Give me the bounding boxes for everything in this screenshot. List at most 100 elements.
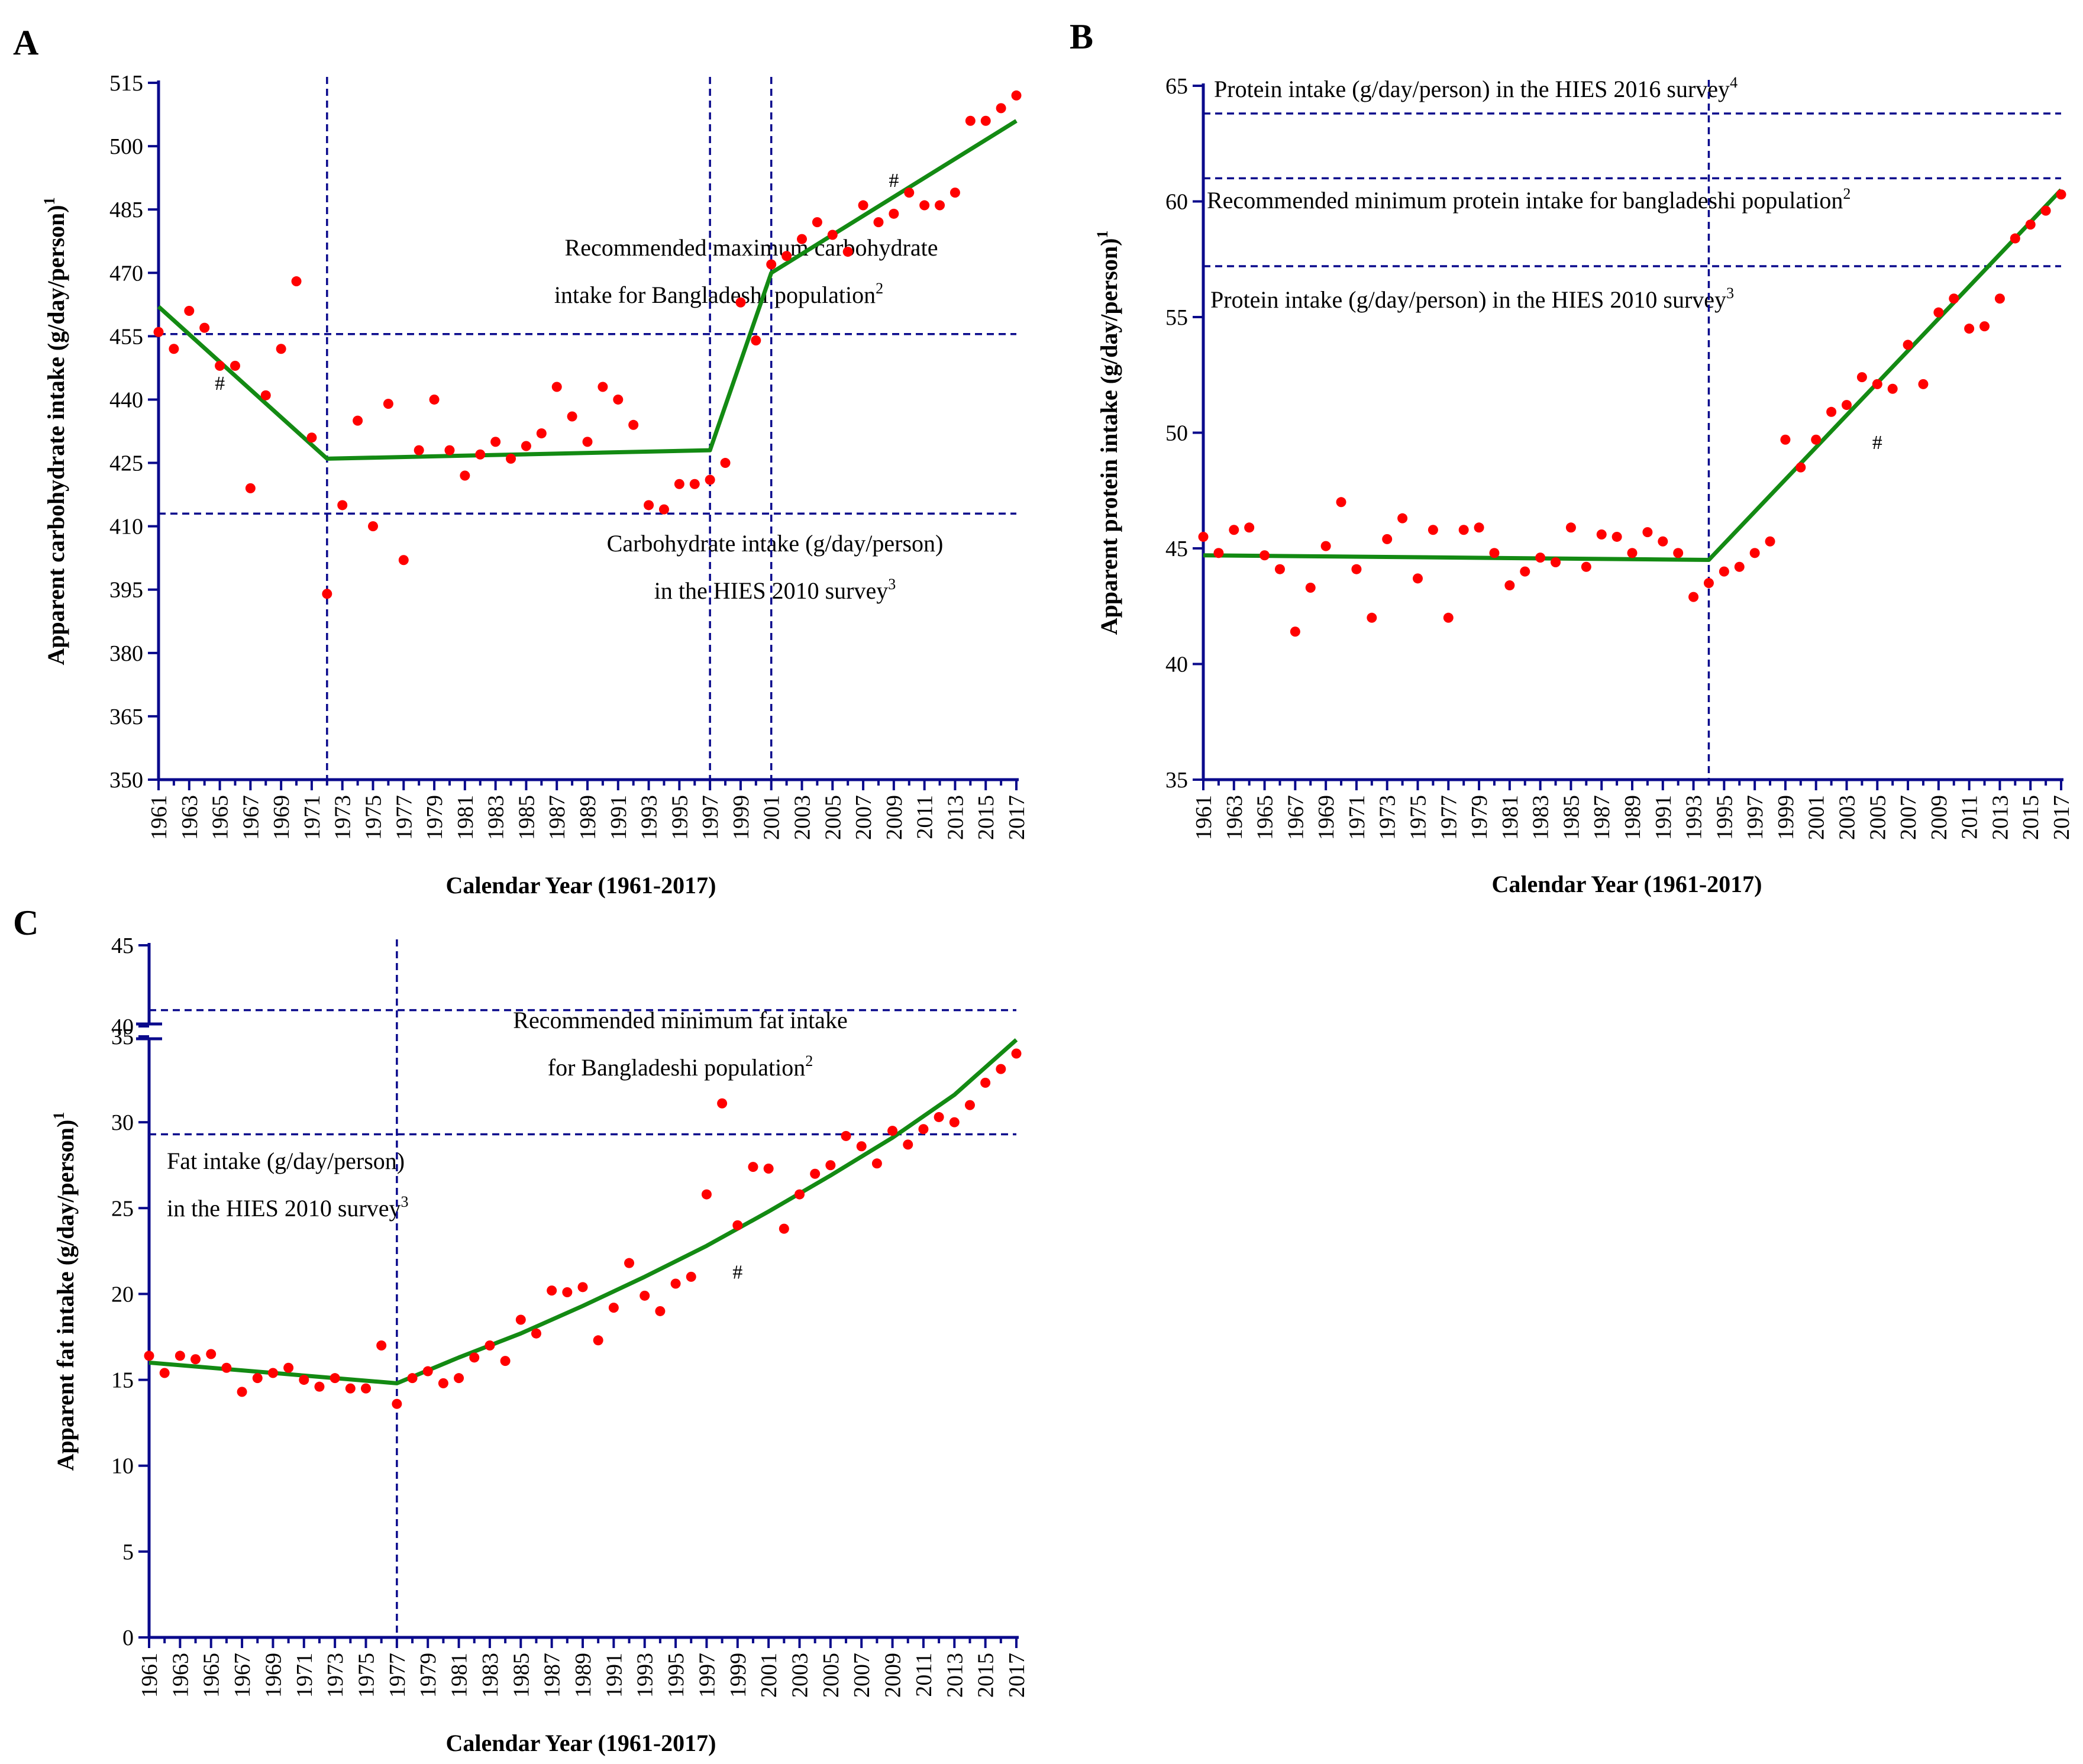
annotation-max-carb-line2: intake for Bangladeshi population2	[554, 280, 883, 308]
x-tick-label: 1995	[664, 1653, 689, 1698]
annotation-hies-fat-line1: Fat intake (g/day/person)	[167, 1148, 405, 1174]
data-point	[260, 390, 271, 400]
data-point	[1474, 522, 1484, 533]
y-tick-label: 365	[109, 705, 143, 729]
hash-marker: #	[1872, 432, 1882, 454]
x-tick-label: 1961	[137, 1653, 162, 1698]
data-point	[322, 589, 332, 599]
panel-label-c: C	[13, 903, 38, 942]
data-point	[640, 1290, 650, 1301]
y-tick-label: 35	[1165, 768, 1188, 793]
hash-marker: #	[215, 373, 225, 395]
x-tick-label: 1971	[300, 795, 325, 840]
x-tick-label: 2011	[912, 1653, 936, 1697]
data-point	[1428, 525, 1438, 535]
data-point	[230, 360, 240, 371]
x-tick-label: 1989	[576, 795, 600, 840]
x-tick-label: 1983	[478, 1653, 503, 1698]
annotation-min-protein: Recommended minimum protein intake for b…	[1207, 185, 1851, 214]
x-tick-label: 2017	[1005, 795, 1029, 840]
annotation-hies2016-protein-text: Protein intake (g/day/person) in the HIE…	[1214, 76, 1730, 102]
data-point	[658, 504, 669, 515]
y-axis-title-text: Apparent fat intake (g/day/person)	[52, 1120, 79, 1471]
annotation-max-carb-line1: Recommended maximum carbohydrate	[565, 234, 938, 261]
data-point	[1443, 612, 1454, 623]
y-axis-title-text: Apparent protein intake (g/day/person)	[1096, 238, 1122, 635]
data-point	[1612, 531, 1622, 542]
y-tick-label: 515	[109, 71, 143, 96]
data-point	[1780, 434, 1791, 445]
data-point	[732, 1220, 743, 1230]
data-point	[521, 441, 531, 451]
x-tick-label: 1995	[1712, 795, 1737, 840]
data-point	[1826, 406, 1837, 417]
data-point	[1011, 90, 1022, 101]
data-point	[368, 521, 378, 532]
data-point	[825, 1160, 836, 1171]
data-point	[1367, 612, 1377, 623]
data-point	[283, 1362, 294, 1373]
data-point	[1596, 529, 1607, 540]
x-tick-label: 1989	[1620, 795, 1645, 840]
x-tick-label: 2013	[943, 795, 968, 840]
data-point	[506, 453, 516, 464]
data-point	[871, 1158, 882, 1169]
data-point	[2025, 219, 2036, 230]
x-tick-label: 1993	[633, 1653, 658, 1698]
x-tick-label: 1965	[208, 795, 233, 840]
data-point	[873, 217, 884, 228]
x-tick-label: 2015	[2019, 795, 2043, 840]
x-tick-label: 1999	[1774, 795, 1798, 840]
trend-line	[157, 119, 1018, 461]
x-axis-title: Calendar Year (1961-2017)	[446, 1730, 716, 1756]
x-tick-label: 1989	[571, 1653, 596, 1698]
y-tick-label: 10	[111, 1454, 134, 1479]
y-tick-label: 500	[109, 134, 143, 159]
x-tick-label: 1971	[1345, 795, 1370, 840]
y-tick-label: 40	[111, 1015, 134, 1039]
data-point	[291, 276, 302, 287]
data-point	[903, 1139, 913, 1150]
y-tick-label: 380	[109, 641, 143, 666]
data-point	[1520, 566, 1530, 577]
data-point	[414, 445, 424, 455]
annotation-min-fat-line2: for Bangladeshi population2	[548, 1052, 813, 1081]
data-point	[159, 1368, 170, 1378]
x-tick-label: 1965	[1253, 795, 1278, 840]
y-tick-label: 35	[111, 1025, 134, 1049]
data-point	[1933, 307, 1944, 318]
data-point	[175, 1351, 185, 1361]
data-point	[980, 115, 991, 126]
x-tick-label: 1985	[514, 795, 539, 840]
x-tick-label: 1965	[199, 1653, 224, 1698]
data-point	[980, 1077, 991, 1088]
panel-label-a: A	[13, 23, 38, 62]
data-point	[422, 1366, 433, 1377]
x-tick-label: 1975	[361, 795, 386, 840]
data-point	[577, 1282, 588, 1293]
data-point	[887, 1126, 898, 1136]
y-axis-title: Apparent fat intake (g/day/person)1	[50, 1112, 79, 1471]
data-point	[144, 1351, 154, 1361]
data-point	[252, 1373, 263, 1384]
data-point	[2040, 205, 2051, 216]
x-tick-label: 2015	[974, 795, 999, 840]
x-tick-label: 1981	[1498, 795, 1523, 840]
data-point	[1903, 340, 1913, 350]
data-point	[797, 234, 807, 244]
data-point	[795, 1189, 805, 1200]
x-tick-label: 1997	[695, 1653, 719, 1698]
trend-line	[148, 1038, 1018, 1385]
y-tick-label: 50	[1165, 421, 1188, 446]
data-point	[1887, 383, 1898, 394]
annotation-min-fat-line2-text: for Bangladeshi population	[548, 1054, 805, 1081]
data-point	[215, 360, 225, 371]
x-tick-label: 2001	[757, 1653, 781, 1698]
data-point	[407, 1373, 418, 1384]
data-point	[858, 200, 868, 211]
data-point	[1842, 400, 1852, 411]
data-point	[330, 1373, 340, 1384]
data-point	[345, 1383, 356, 1394]
data-point	[306, 432, 317, 443]
